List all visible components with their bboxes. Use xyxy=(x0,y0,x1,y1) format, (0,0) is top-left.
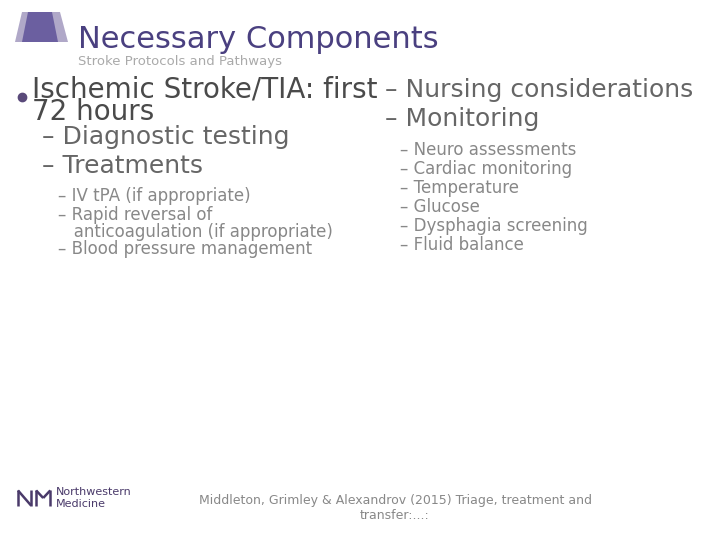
Text: – Monitoring: – Monitoring xyxy=(385,107,539,131)
Text: – Fluid balance: – Fluid balance xyxy=(400,236,524,254)
Text: Necessary Components: Necessary Components xyxy=(78,25,438,55)
Text: – Cardiac monitoring: – Cardiac monitoring xyxy=(400,160,572,178)
Text: – Dysphagia screening: – Dysphagia screening xyxy=(400,217,588,235)
Text: – Rapid reversal of: – Rapid reversal of xyxy=(58,206,212,224)
Text: Ischemic Stroke/TIA: first: Ischemic Stroke/TIA: first xyxy=(32,76,377,104)
Text: anticoagulation (if appropriate): anticoagulation (if appropriate) xyxy=(58,223,333,241)
Polygon shape xyxy=(15,12,68,42)
Text: – Nursing considerations: – Nursing considerations xyxy=(385,78,693,102)
Text: Stroke Protocols and Pathways: Stroke Protocols and Pathways xyxy=(78,56,282,69)
Text: – IV tPA (if appropriate): – IV tPA (if appropriate) xyxy=(58,187,251,205)
Text: – Diagnostic testing: – Diagnostic testing xyxy=(42,125,289,149)
Text: 72 hours: 72 hours xyxy=(32,98,154,126)
Text: – Treatments: – Treatments xyxy=(42,154,203,178)
Text: – Glucose: – Glucose xyxy=(400,198,480,216)
Polygon shape xyxy=(22,12,58,42)
Text: Northwestern
Medicine: Northwestern Medicine xyxy=(56,487,132,509)
Text: – Blood pressure management: – Blood pressure management xyxy=(58,240,312,258)
Text: – Temperature: – Temperature xyxy=(400,179,519,197)
Text: – Neuro assessments: – Neuro assessments xyxy=(400,141,577,159)
Text: Middleton, Grimley & Alexandrov (2015) Triage, treatment and
transfer:...:: Middleton, Grimley & Alexandrov (2015) T… xyxy=(199,494,592,522)
